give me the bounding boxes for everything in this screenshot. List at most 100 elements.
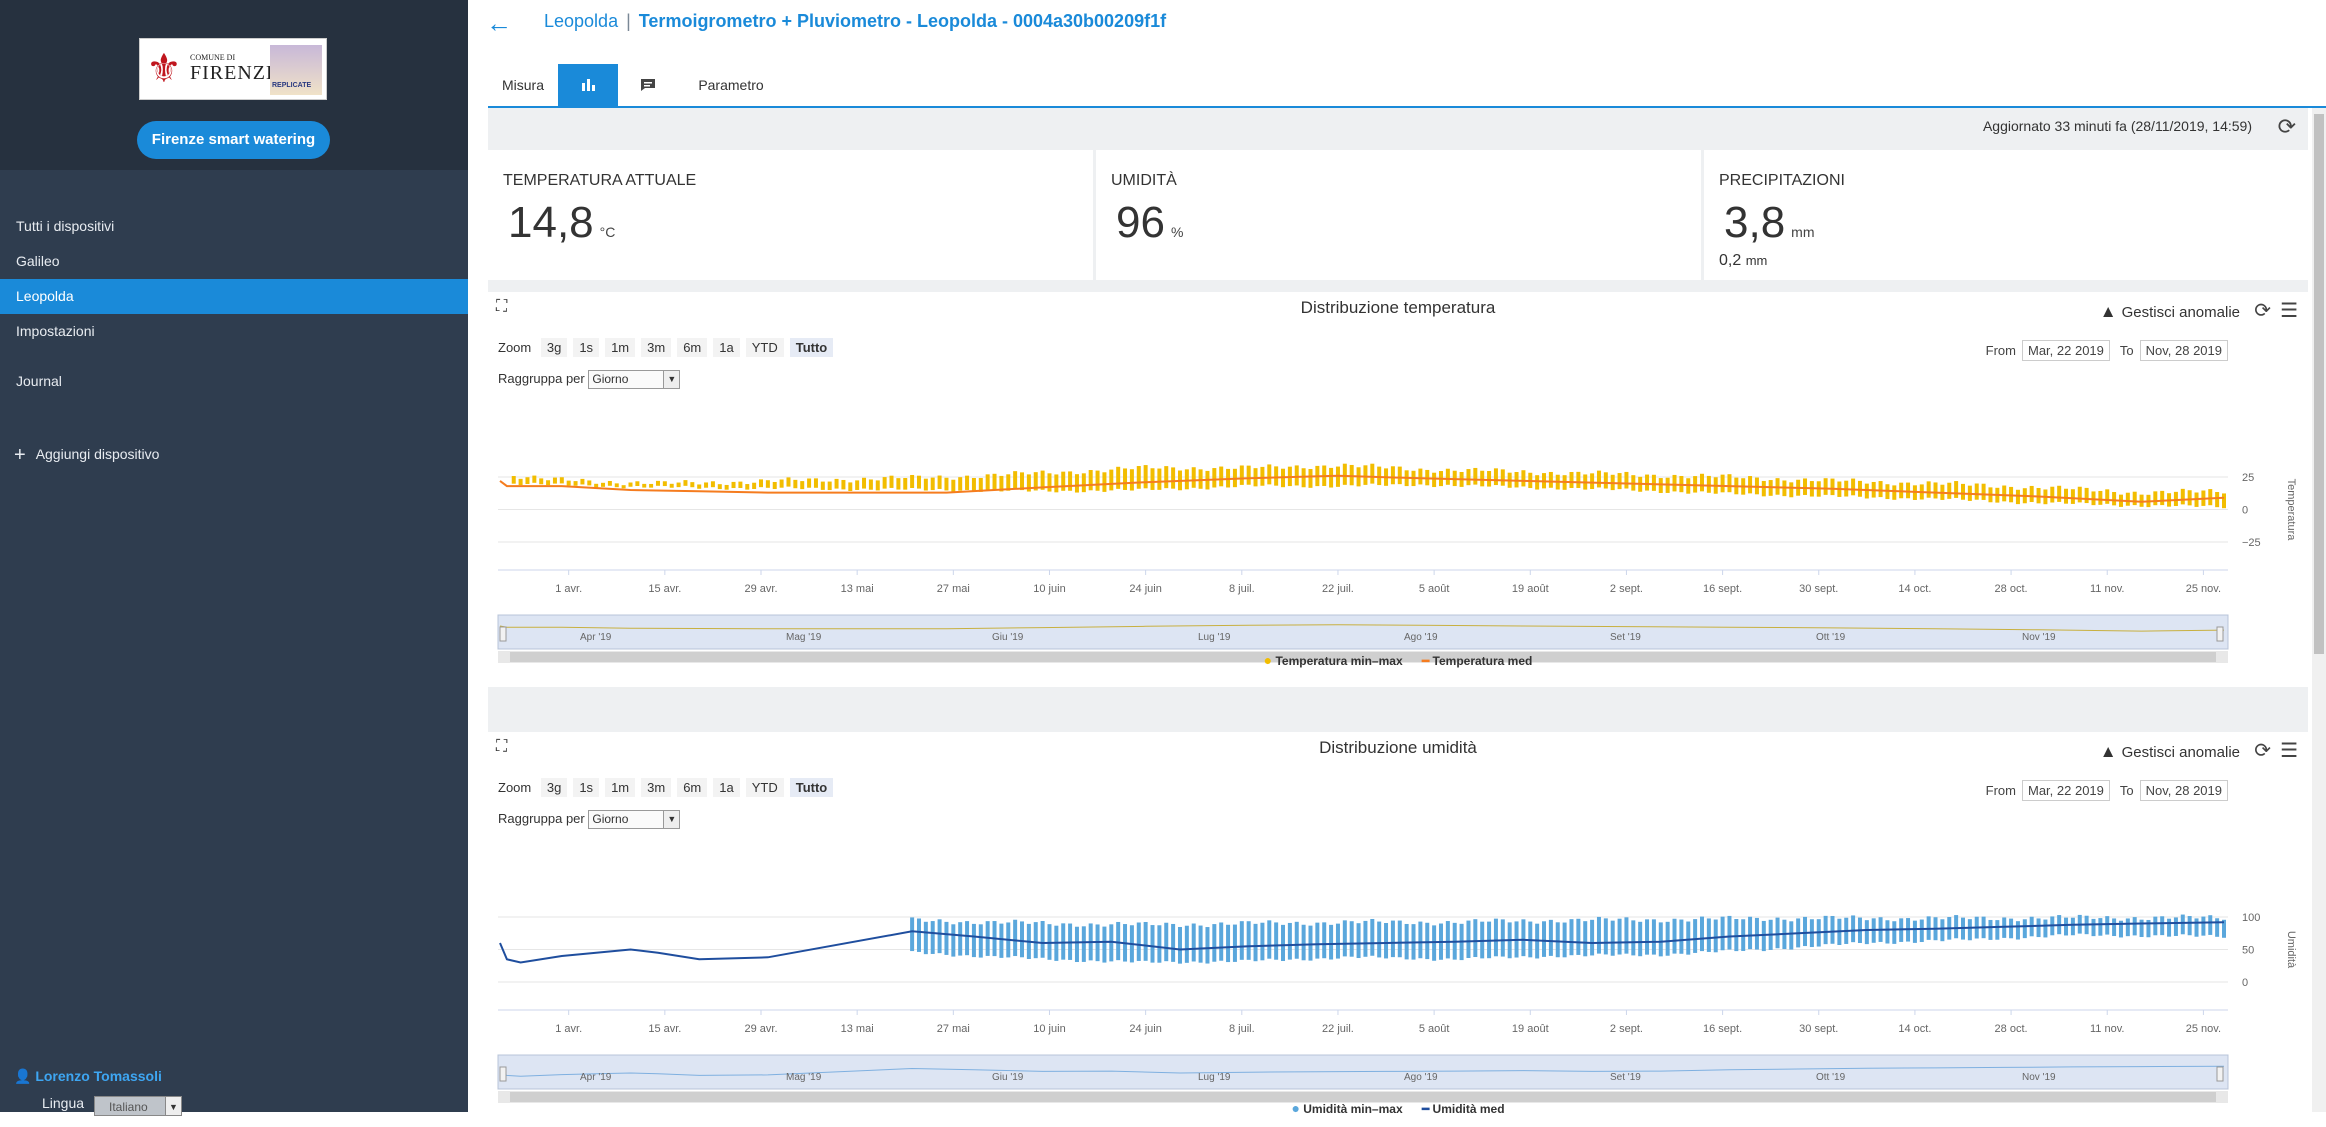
range-bar (1645, 919, 1650, 955)
zoom-button[interactable]: 1m (605, 778, 636, 797)
range-bar (1576, 471, 1581, 488)
y-axis-title: Umidità (2285, 931, 2297, 969)
range-bar (1040, 470, 1045, 490)
scrollbar-thumb[interactable] (2314, 114, 2324, 654)
range-bar (779, 479, 784, 488)
bar-chart-icon (582, 79, 595, 91)
tab-parametro[interactable]: Parametro (698, 77, 764, 93)
page-scrollbar[interactable] (2312, 108, 2326, 1112)
manage-anomalies-button[interactable]: ▲ Gestisci anomalie (2100, 302, 2240, 322)
range-bar (649, 483, 654, 488)
to-date-input[interactable]: Nov, 28 2019 (2139, 340, 2228, 361)
range-bar (1281, 924, 1286, 961)
zoom-button[interactable]: 6m (677, 338, 708, 357)
language-select[interactable]: Italiano ▼ (94, 1096, 182, 1116)
manage-anomalies-button[interactable]: ▲ Gestisci anomalie (2100, 742, 2240, 762)
kpi-rain-label: PRECIPITAZIONI (1719, 172, 1845, 189)
legend-item[interactable]: ● Temperatura min–max (1263, 652, 1403, 668)
chevron-down-icon: ▼ (165, 1097, 181, 1115)
range-bar (752, 482, 757, 489)
zoom-button[interactable]: 1a (713, 338, 740, 357)
sidebar-item-impostazioni[interactable]: Impostazioni (16, 323, 95, 339)
menu-icon[interactable]: ☰ (2280, 300, 2298, 322)
humidity-chart[interactable]: 100 50 0 Umidità 1 avr. 15 avr. 29 avr. 13 mai 2… (488, 827, 2308, 1127)
back-arrow-icon[interactable]: ← (486, 8, 512, 38)
y-axis-title: Temperatura (2285, 479, 2297, 542)
from-date-input[interactable]: Mar, 22 2019 (2022, 780, 2110, 801)
range-bar (800, 481, 805, 490)
refresh-icon[interactable]: ⟳ (2254, 300, 2271, 322)
to-date-input[interactable]: Nov, 28 2019 (2139, 780, 2228, 801)
tab-comments[interactable] (618, 64, 678, 106)
range-bar (1164, 922, 1169, 962)
zoom-button[interactable]: 3g (540, 778, 568, 797)
legend-item[interactable]: ━ Umidità med (1421, 1102, 1505, 1116)
range-bar (1040, 920, 1045, 958)
group-by-select[interactable]: Giorno ▼ (588, 370, 681, 389)
range-bar (1068, 471, 1073, 491)
zoom-button[interactable]: 1a (713, 778, 740, 797)
replicate-logo-text: REPLICATE (272, 82, 312, 89)
range-bar (1638, 921, 1643, 957)
x-tick-label: 27 mai (937, 583, 970, 595)
zoom-button-selected[interactable]: Tutto (789, 338, 834, 357)
zoom-button[interactable]: 3g (540, 338, 568, 357)
temperature-chart[interactable]: 25 0 −25 Temperatura 1 avr. 15 avr. 29 avr. 13 … (488, 387, 2308, 687)
menu-icon[interactable]: ☰ (2280, 740, 2298, 762)
add-device-button[interactable]: + Aggiungi dispositivo (14, 444, 159, 467)
range-bar (1006, 474, 1011, 491)
range-bar (2208, 915, 2213, 935)
zoom-button[interactable]: 3m (641, 778, 672, 797)
zoom-button[interactable]: 1m (605, 338, 636, 357)
tab-chart[interactable] (558, 64, 618, 106)
range-bar (511, 476, 516, 484)
group-by-label: Raggruppa per (498, 370, 585, 386)
date-range: From Mar, 22 2019 To Nov, 28 2019 (1986, 340, 2238, 361)
range-bar (1212, 924, 1217, 962)
x-tick-label: 28 oct. (1995, 583, 2028, 595)
range-bar (862, 477, 867, 489)
range-bar (2112, 492, 2117, 506)
app-name-button[interactable]: Firenze smart watering (137, 121, 330, 159)
zoom-button[interactable]: 1s (573, 778, 600, 797)
zoom-button[interactable]: 1s (573, 338, 600, 357)
range-bar (1246, 465, 1251, 485)
fullscreen-icon[interactable]: ⛶ (496, 738, 508, 755)
range-bar (2015, 921, 2020, 940)
zoom-button[interactable]: YTD (745, 338, 784, 357)
zoom-button[interactable]: YTD (745, 778, 784, 797)
range-bar (2160, 916, 2165, 936)
group-by-select[interactable]: Giorno ▼ (588, 810, 681, 829)
range-bar (1748, 476, 1753, 494)
from-date-input[interactable]: Mar, 22 2019 (2022, 340, 2110, 361)
humidity-chart-card: ⛶ Distribuzione umidità ▲ Gestisci anomal… (488, 732, 2308, 1127)
sidebar-item-leopolda[interactable]: Leopolda (0, 279, 468, 314)
sidebar-item-galileo[interactable]: Galileo (16, 253, 60, 269)
x-tick-label: 13 mai (841, 583, 874, 595)
range-bar (1390, 466, 1395, 485)
zoom-button-selected[interactable]: Tutto (789, 778, 834, 797)
fullscreen-icon[interactable]: ⛶ (496, 298, 508, 315)
refresh-icon[interactable]: ⟳ (2277, 114, 2296, 139)
range-bar (2050, 486, 2055, 503)
range-bar (2070, 489, 2075, 504)
navigator-line (499, 624, 2225, 632)
zoom-button[interactable]: 3m (641, 338, 672, 357)
refresh-icon[interactable]: ⟳ (2254, 740, 2271, 762)
range-bar (958, 477, 963, 491)
tab-misura[interactable]: Misura (501, 77, 544, 93)
range-bar (1123, 468, 1128, 490)
breadcrumb-parent[interactable]: Leopolda (544, 11, 619, 31)
legend-item[interactable]: ● Umidità min–max (1291, 1100, 1403, 1116)
logo-small-text: COMUNE DI (190, 53, 236, 62)
legend-item[interactable]: ━ Temperatura med (1421, 654, 1533, 668)
chart-title: Distribuzione umidità (1319, 738, 1477, 757)
sidebar-item-tutti-dispositivi[interactable]: Tutti i dispositivi (16, 218, 115, 234)
sidebar-item-journal[interactable]: Journal (16, 373, 62, 389)
user-name[interactable]: 👤 Lorenzo Tomassoli (14, 1068, 162, 1085)
range-bar (896, 478, 901, 490)
zoom-button[interactable]: 6m (677, 778, 708, 797)
logo-city-name: FIRENZE (190, 62, 280, 84)
range-bar (2180, 914, 2185, 935)
range-bar (1445, 921, 1450, 959)
